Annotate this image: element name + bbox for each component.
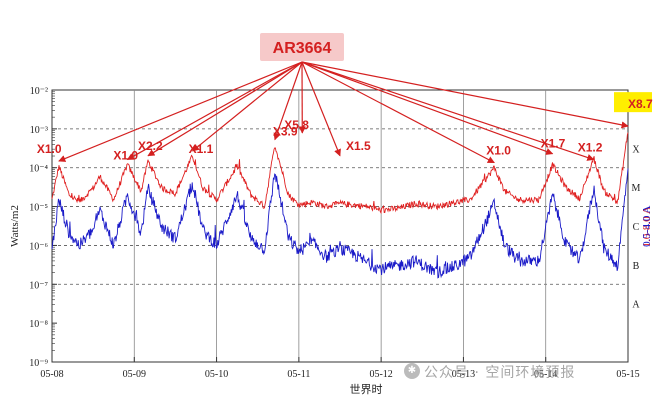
series-legend: 1.0-8.0 A	[641, 206, 653, 247]
flare-label: X3.9	[273, 125, 298, 139]
flare-label: X1.7	[541, 137, 566, 151]
series-legend: 0.5-4.0 A	[641, 206, 653, 247]
series-line	[51, 168, 629, 279]
y-tick-label: 10⁻⁸	[29, 319, 48, 330]
y-tick-label: 10⁻⁹	[29, 358, 48, 369]
x-tick-label: 05-11	[287, 369, 310, 380]
flare-label: X1.5	[346, 139, 371, 153]
flare-arrow	[147, 61, 303, 157]
flare-label: X1.0	[486, 144, 511, 158]
flare-arrow	[192, 61, 303, 152]
watermark-text: 公众号 · 空间环境预报	[424, 365, 576, 381]
class-label: A	[632, 300, 640, 311]
flare-arrow	[301, 61, 629, 129]
x-tick-label: 05-08	[40, 369, 63, 380]
flare-label: X1.1	[189, 142, 214, 156]
flare-arrow	[301, 61, 595, 161]
x-tick-label: 05-10	[205, 369, 228, 380]
y-axis-title: Watts/m2	[9, 205, 21, 247]
flare-arrow	[301, 61, 495, 164]
wechat-icon: ✱	[404, 363, 420, 379]
plot-frame	[51, 89, 629, 363]
series-line	[51, 132, 629, 215]
x-tick-label: 05-13	[452, 369, 475, 380]
flare-arrow	[301, 61, 341, 157]
y-tick-label: 10⁻³	[30, 125, 48, 136]
flare-highlight	[614, 92, 652, 113]
x-axis-title: 世界时	[350, 383, 383, 396]
x-tick-label: 05-15	[616, 369, 639, 380]
flare-arrow	[273, 61, 303, 141]
class-label: C	[633, 222, 640, 233]
x-tick-label: 05-12	[369, 369, 392, 380]
flare-label: X8.7	[628, 97, 653, 111]
y-tick-label: 10⁻⁷	[29, 280, 48, 291]
flare-label: X1.0	[37, 142, 62, 156]
flare-label: X2.2	[138, 139, 163, 153]
flare-label: X1.2	[578, 141, 603, 155]
y-tick-label: 10⁻²	[30, 86, 48, 97]
x-tick-label: 05-14	[534, 369, 557, 380]
class-label: X	[632, 144, 640, 155]
flare-label: X5.8	[284, 118, 309, 132]
class-label: B	[633, 261, 640, 272]
y-tick-label: 10⁻⁶	[29, 241, 48, 252]
ar-label-box	[260, 33, 344, 61]
class-label: M	[632, 183, 641, 194]
x-tick-label: 05-09	[123, 369, 146, 380]
flare-arrow	[301, 61, 554, 155]
ar-label: AR3664	[273, 40, 332, 57]
y-tick-label: 10⁻⁴	[29, 164, 48, 175]
flare-arrow	[58, 61, 303, 162]
y-tick-label: 10⁻⁵	[29, 203, 48, 214]
flare-label: X1.0	[113, 149, 138, 163]
flare-arrow	[126, 61, 303, 161]
